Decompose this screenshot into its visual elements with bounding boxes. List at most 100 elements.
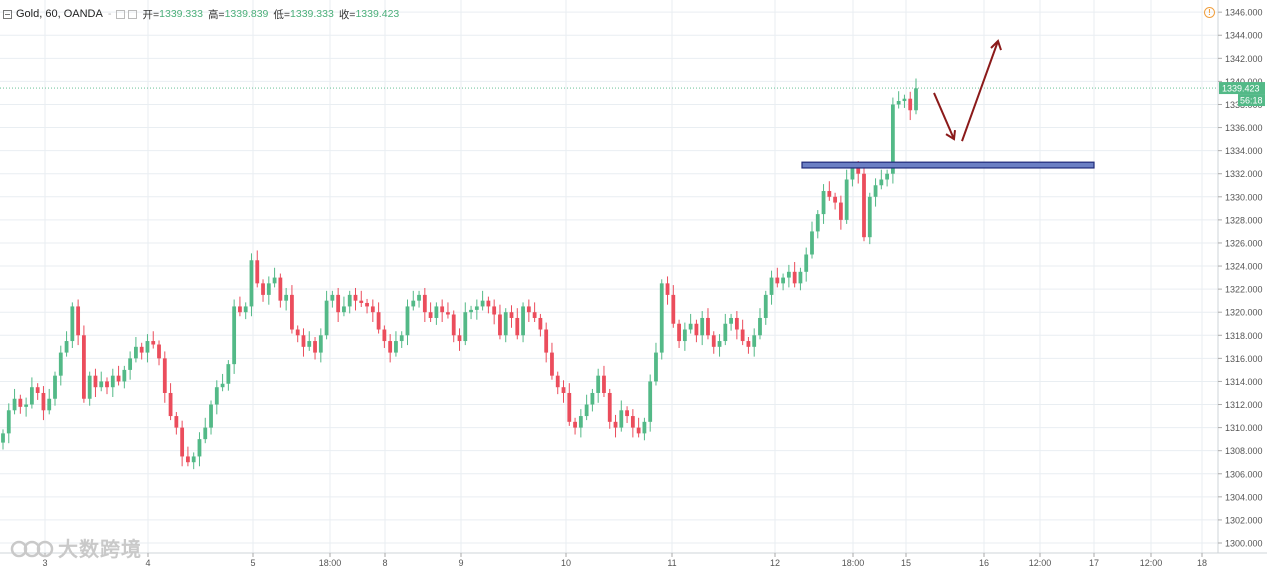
candle bbox=[12, 388, 17, 415]
format-square-icon[interactable] bbox=[127, 9, 137, 19]
candle bbox=[220, 373, 225, 392]
candle bbox=[555, 371, 560, 395]
candle bbox=[405, 299, 410, 346]
candle bbox=[116, 365, 121, 386]
candle-body bbox=[619, 410, 624, 428]
candle bbox=[457, 328, 462, 351]
candle-body bbox=[781, 277, 785, 284]
candle bbox=[521, 302, 525, 343]
candle-body bbox=[359, 300, 364, 303]
candle-body bbox=[469, 309, 473, 313]
candle-body bbox=[238, 306, 242, 313]
candle bbox=[399, 331, 404, 348]
y-tick-label: 1346.000 bbox=[1225, 8, 1263, 18]
candle bbox=[162, 351, 167, 403]
candle bbox=[249, 253, 254, 317]
candle-body bbox=[885, 173, 890, 180]
candle bbox=[214, 380, 219, 415]
candle-body bbox=[804, 254, 809, 272]
candle bbox=[122, 365, 127, 389]
candle-body bbox=[197, 439, 202, 457]
candle-body bbox=[376, 312, 381, 330]
candle-body bbox=[440, 306, 445, 313]
candle-body bbox=[330, 294, 335, 301]
candle bbox=[382, 325, 387, 348]
y-tick-label: 1342.000 bbox=[1225, 54, 1263, 64]
candle-body bbox=[752, 335, 757, 347]
candle-body bbox=[515, 317, 520, 336]
price-badge-value: 1339.423 bbox=[1222, 84, 1260, 94]
candle bbox=[550, 342, 554, 380]
candle bbox=[700, 311, 705, 346]
candle-body bbox=[41, 392, 46, 411]
candle-body bbox=[278, 277, 283, 301]
candle bbox=[261, 279, 265, 302]
y-tick-label: 1318.000 bbox=[1225, 331, 1263, 341]
candle bbox=[47, 388, 52, 415]
candle bbox=[810, 221, 814, 259]
candle-body bbox=[654, 352, 658, 382]
candle-body bbox=[53, 375, 57, 399]
candle-body bbox=[18, 398, 23, 407]
candle-body bbox=[399, 335, 404, 342]
y-tick-label: 1312.000 bbox=[1225, 400, 1263, 410]
settings-square-icon[interactable] bbox=[115, 9, 125, 19]
candle-body bbox=[677, 323, 681, 342]
candle-body bbox=[318, 335, 323, 353]
candle-body bbox=[255, 260, 260, 284]
y-tick-label: 1320.000 bbox=[1225, 308, 1263, 318]
candle-body bbox=[24, 404, 29, 407]
candle-body bbox=[688, 323, 693, 330]
candle-body bbox=[463, 312, 468, 342]
countdown-value: 56:18 bbox=[1240, 96, 1263, 106]
candle-body bbox=[729, 317, 733, 324]
candle-body bbox=[1, 433, 5, 443]
candle-body bbox=[214, 387, 219, 405]
candle bbox=[388, 334, 393, 363]
candle-body bbox=[382, 329, 387, 342]
candle-body bbox=[139, 346, 144, 353]
candle-body bbox=[613, 421, 618, 428]
candle bbox=[336, 287, 341, 323]
candle bbox=[347, 290, 352, 314]
candle-body bbox=[347, 294, 352, 307]
candle bbox=[746, 337, 751, 354]
candle-body bbox=[394, 341, 398, 353]
collapse-icon[interactable] bbox=[3, 9, 12, 19]
y-tick-label: 1322.000 bbox=[1225, 285, 1263, 295]
candle-body bbox=[792, 271, 797, 284]
candle bbox=[238, 296, 242, 317]
candle-body bbox=[902, 98, 907, 102]
candle bbox=[636, 417, 641, 438]
candle-body bbox=[307, 341, 312, 347]
warning-icon[interactable]: ! bbox=[1204, 7, 1215, 18]
candle-body bbox=[422, 294, 427, 313]
candle-body bbox=[746, 341, 751, 347]
candle bbox=[503, 308, 508, 343]
watermark-logo-icon bbox=[10, 540, 54, 557]
candle-body bbox=[388, 341, 393, 353]
candle-body bbox=[243, 306, 248, 313]
candle-body bbox=[64, 341, 69, 353]
candle-body bbox=[769, 277, 774, 295]
candle bbox=[613, 414, 618, 438]
candle-body bbox=[324, 300, 329, 336]
candle-body bbox=[550, 352, 554, 376]
candle-body bbox=[87, 375, 92, 399]
candle bbox=[526, 299, 531, 323]
candle-body bbox=[642, 421, 647, 434]
candle bbox=[255, 250, 260, 288]
x-tick-label: 3 bbox=[42, 558, 47, 568]
watermark-text: 大数跨境 bbox=[58, 539, 142, 561]
candle-body bbox=[763, 294, 768, 318]
candle-body bbox=[590, 392, 595, 405]
candle-body bbox=[630, 416, 635, 428]
candle bbox=[209, 400, 213, 435]
y-tick-label: 1336.000 bbox=[1225, 123, 1263, 133]
candle-body bbox=[862, 173, 866, 238]
symbol-label[interactable]: Gold, 60, OANDA bbox=[16, 8, 103, 20]
price-badge: 1339.423 56:18 bbox=[1219, 82, 1265, 107]
candle-body bbox=[827, 191, 832, 197]
candle-body bbox=[573, 421, 577, 428]
